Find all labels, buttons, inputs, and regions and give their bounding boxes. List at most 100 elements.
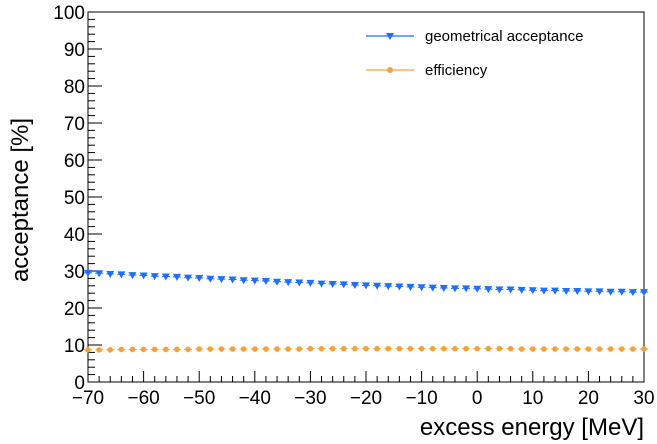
- data-point: [228, 276, 237, 284]
- data-point: [462, 285, 471, 293]
- data-point: [129, 346, 136, 353]
- data-point: [85, 347, 91, 353]
- data-point: [163, 346, 169, 353]
- data-point: [117, 271, 126, 279]
- y-tick-label: 50: [64, 188, 85, 209]
- data-point: [595, 288, 604, 296]
- data-point: [630, 346, 636, 352]
- data-point: [528, 287, 537, 295]
- y-tick-label: 10: [64, 336, 85, 357]
- data-point: [618, 346, 625, 352]
- legend-item-geometrical-acceptance: geometrical acceptance: [366, 28, 583, 45]
- x-tick-label: −30: [294, 388, 326, 409]
- data-point: [352, 345, 358, 352]
- data-point: [207, 346, 214, 352]
- x-tick-label: 20: [578, 388, 599, 409]
- data-point: [263, 346, 269, 352]
- data-point: [573, 287, 582, 295]
- data-point: [385, 345, 392, 352]
- data-point: [151, 346, 158, 353]
- data-point: [485, 345, 492, 352]
- data-point: [174, 346, 180, 353]
- data-point: [150, 273, 159, 281]
- data-point: [285, 346, 291, 352]
- data-point: [339, 281, 348, 289]
- data-point: [140, 346, 147, 353]
- y-tick-label: 40: [64, 225, 85, 246]
- data-point: [374, 345, 380, 352]
- data-point: [296, 346, 303, 352]
- data-point: [317, 280, 326, 288]
- y-tick-label: 30: [64, 262, 85, 283]
- legend-label: geometrical acceptance: [425, 28, 583, 45]
- y-tick-label: 80: [64, 77, 85, 98]
- data-point: [428, 284, 437, 292]
- y-tick-label: 70: [64, 114, 85, 135]
- data-point: [563, 346, 569, 352]
- data-point: [273, 278, 282, 286]
- data-point: [474, 345, 481, 352]
- data-point: [441, 345, 447, 352]
- data-point: [350, 282, 359, 290]
- data-point: [507, 345, 514, 352]
- data-point: [518, 346, 525, 352]
- data-point: [628, 289, 637, 297]
- y-axis-title: acceptance [%]: [7, 118, 34, 282]
- series-layer: [84, 269, 648, 353]
- data-point: [185, 346, 191, 353]
- x-axis: −70 −60 −50 −40 −30 −20 −10 0 10 20 30: [72, 371, 655, 409]
- x-tick-label: 30: [633, 388, 654, 409]
- data-point: [206, 275, 215, 283]
- x-tick-label: 10: [522, 388, 543, 409]
- data-point: [161, 273, 170, 281]
- data-point: [506, 286, 515, 294]
- data-point: [562, 287, 571, 295]
- x-tick-label: −70: [72, 388, 104, 409]
- legend-marker: [386, 33, 394, 40]
- data-point: [139, 272, 148, 280]
- data-point: [195, 275, 204, 283]
- y-axis: 0 10 20 30 40 50 60 70 80 90 100: [53, 3, 102, 394]
- legend-label: efficiency: [425, 62, 488, 79]
- x-tick-label: −20: [350, 388, 382, 409]
- data-point: [607, 346, 614, 352]
- data-point: [229, 346, 236, 352]
- data-point: [184, 274, 193, 282]
- data-point: [530, 346, 536, 352]
- data-point: [84, 269, 92, 277]
- legend-item-efficiency: efficiency: [366, 62, 488, 79]
- series-efficiency: [84, 345, 648, 353]
- data-point: [96, 347, 102, 353]
- data-point: [452, 345, 458, 352]
- data-point: [196, 346, 202, 352]
- data-point: [517, 286, 526, 294]
- data-point: [107, 347, 114, 353]
- data-point: [217, 276, 226, 284]
- data-point: [439, 285, 448, 293]
- x-tick-label: −10: [405, 388, 437, 409]
- series-geometrical-acceptance: [84, 269, 648, 297]
- data-point: [261, 277, 270, 285]
- plot-frame: [87, 11, 645, 383]
- data-point: [252, 346, 258, 352]
- y-tick-label: 0: [74, 373, 85, 394]
- legend-marker: [387, 67, 393, 73]
- data-point: [552, 346, 558, 352]
- x-tick-label: −60: [127, 388, 159, 409]
- data-point: [463, 345, 469, 352]
- data-point: [417, 284, 426, 292]
- y-tick-label: 100: [53, 3, 85, 24]
- data-point: [250, 277, 259, 285]
- data-point: [218, 346, 225, 352]
- data-point: [484, 286, 493, 294]
- data-point: [373, 282, 382, 290]
- data-point: [495, 286, 504, 294]
- data-point: [541, 346, 547, 352]
- y-tick-label: 60: [64, 151, 85, 172]
- data-point: [396, 345, 403, 352]
- data-point: [406, 283, 415, 291]
- data-point: [585, 346, 592, 352]
- legend: geometrical acceptance efficiency: [366, 28, 583, 79]
- data-point: [450, 285, 459, 293]
